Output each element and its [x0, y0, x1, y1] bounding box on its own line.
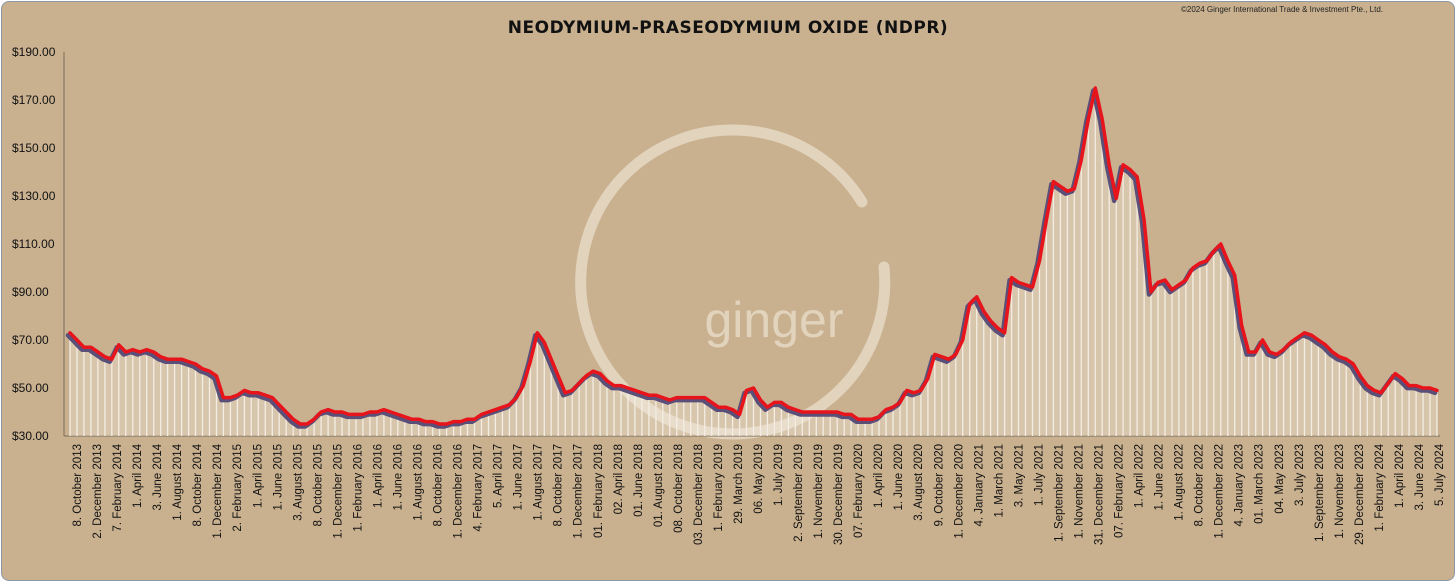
copyright-note: ©2024 Ginger International Trade & Inves… [1181, 5, 1383, 14]
x-tick-label: 1. February 2019 [713, 444, 725, 532]
x-tick-label: 8. October 2015 [312, 444, 324, 526]
x-tick-label: 5. April 2017 [493, 444, 505, 508]
x-tick-label: 1. December 2014 [212, 443, 224, 538]
series-area-fill [70, 88, 1437, 436]
x-tick-label: 03. December 2018 [693, 444, 705, 545]
x-tick-label: 1. June 2022 [1154, 444, 1166, 511]
x-tick-label: 7. February 2014 [112, 443, 124, 531]
x-tick-label: 1. November 2023 [1334, 444, 1346, 539]
x-tick-label: 3. August 2015 [292, 444, 304, 521]
x-tick-label: 3. June 2014 [152, 443, 164, 510]
x-tick-label: 1. November 2019 [813, 444, 825, 539]
x-tick-label: 1. December 2020 [953, 444, 965, 539]
x-tick-label: 1. June 2015 [272, 444, 284, 511]
ginger-watermark: ginger [575, 124, 891, 440]
x-tick-label: 1. September 2023 [1314, 444, 1326, 542]
x-tick-label: 1. July 2019 [773, 444, 785, 506]
y-tick-label: $190.00 [12, 45, 56, 59]
x-tick-label: 04. May 2023 [1274, 444, 1286, 514]
x-tick-label: 8. October 2022 [1194, 444, 1206, 526]
x-tick-label: 4. January 2023 [1234, 444, 1246, 526]
x-tick-label: 1. April 2015 [252, 444, 264, 508]
x-tick-label: 1. April 2016 [372, 444, 384, 508]
x-tick-label: 1. June 2020 [893, 444, 905, 511]
y-tick-label: $70.00 [12, 333, 49, 347]
watermark-ring [575, 124, 891, 440]
x-tick-label: 1. August 2017 [533, 444, 545, 521]
x-tick-label: 07. February 2022 [1114, 444, 1126, 538]
y-tick-label: $90.00 [12, 285, 49, 299]
y-tick-label: $150.00 [12, 141, 56, 155]
x-tick-label: 07. February 2020 [853, 444, 865, 538]
x-tick-label: 8. October 2014 [192, 443, 204, 526]
x-tick-label: 30. December 2019 [833, 444, 845, 545]
chart-title: NEODYMIUM-PRASEODYMIUM OXIDE (NDPR) [508, 18, 948, 38]
x-tick-label: 06. May 2019 [753, 444, 765, 514]
x-tick-label: 8. October 2013 [72, 444, 84, 526]
x-tick-label: 01. February 2018 [593, 444, 605, 538]
x-tick-label: 1. March 2021 [993, 444, 1005, 518]
x-tick-label: 3. May 2021 [1013, 444, 1025, 507]
x-tick-label: 1. April 2022 [1134, 444, 1146, 508]
x-tick-label: 02. April 2018 [613, 444, 625, 514]
x-tick-label: 1. February 2016 [352, 444, 364, 532]
x-tick-label: 8. October 2017 [553, 444, 565, 526]
x-tick-label: 01. March 2023 [1254, 444, 1266, 524]
x-tick-label: 1. September 2021 [1053, 444, 1065, 542]
x-tick-label: 9. October 2020 [933, 444, 945, 526]
x-tick-label: 1. June 2017 [513, 444, 525, 511]
x-tick-label: 1. August 2014 [172, 443, 184, 520]
series-line [68, 86, 1439, 426]
x-tick-label: 4. January 2021 [973, 444, 985, 526]
y-tick-label: $110.00 [12, 237, 55, 251]
x-tick-label: 1. July 2021 [1033, 444, 1045, 506]
x-tick-label: 01. August 2018 [653, 444, 665, 527]
x-tick-label: 2. December 2013 [92, 444, 104, 539]
x-tick-label: 31. December 2021 [1094, 444, 1106, 545]
x-tick-label: 1. April 2014 [132, 443, 144, 508]
x-tick-label: 1. December 2022 [1214, 444, 1226, 539]
x-tick-label: 8. October 2016 [433, 444, 445, 526]
x-tick-label: 1. August 2022 [1174, 444, 1186, 521]
x-tick-label: 2. February 2015 [232, 444, 244, 532]
series-layer [65, 86, 1439, 436]
x-tick-label: 1. August 2016 [413, 444, 425, 521]
x-tick-label: 08. October 2018 [673, 444, 685, 533]
y-tick-labels: $190.00 $170.00 $150.00 $130.00 $110.00 $90.0… [12, 45, 56, 443]
x-tick-label: 3. August 2020 [913, 444, 925, 521]
x-tick-label: 1. December 2017 [573, 444, 585, 539]
x-tick-label: 1. December 2016 [453, 444, 465, 539]
y-tick-label: $50.00 [12, 381, 49, 395]
y-tick-label: $130.00 [12, 189, 56, 203]
x-tick-label: 1. December 2015 [332, 444, 344, 539]
x-tick-label: 29. March 2019 [733, 444, 745, 524]
x-tick-labels: 8. October 2013 2. December 2013 7. Februa… [72, 443, 1446, 545]
x-tick-label: 3. July 2023 [1294, 444, 1306, 506]
x-tick-label: 1. April 2024 [1394, 443, 1406, 508]
x-tick-label: 4. February 2017 [473, 444, 485, 532]
x-tick-label: 1. April 2020 [873, 444, 885, 508]
y-tick-label: $30.00 [12, 429, 49, 443]
x-tick-label: 1. February 2024 [1374, 443, 1386, 531]
x-tick-label: 5. July 2024 [1434, 443, 1446, 506]
x-tick-label: 1. November 2021 [1074, 444, 1086, 539]
x-tick-label: 29. December 2023 [1354, 444, 1366, 545]
watermark-text: ginger [705, 292, 844, 348]
x-tick-label: 2. September 2019 [793, 444, 805, 542]
x-tick-label: 01. June 2018 [633, 444, 645, 517]
series-area-hatch [69, 88, 1438, 436]
x-tick-label: 3. June 2024 [1414, 443, 1426, 510]
x-tick-label: 1. June 2016 [393, 444, 405, 511]
y-tick-label: $170.00 [12, 93, 56, 107]
